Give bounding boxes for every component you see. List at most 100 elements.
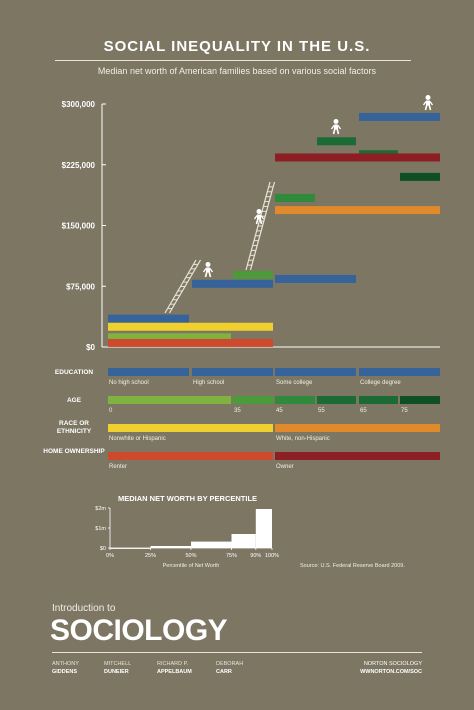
y-axis: $0 $75,000 $150,000 $225,000 $300,000	[62, 100, 440, 352]
band-1-segment-2	[275, 396, 315, 404]
bar-education-1	[192, 279, 273, 288]
band-1-segment-5	[400, 396, 440, 404]
publisher-name: NORTON SOCIOLOGY	[363, 661, 422, 667]
inset-title: MEDIAN NET WORTH BY PERCENTILE	[118, 494, 258, 503]
inset-x-tick-label: 50%	[185, 553, 196, 559]
band-0-segment-0	[108, 368, 189, 376]
factor-bands: No high school High school Some college Col…	[108, 368, 440, 470]
author-first-name: ANTHONY	[52, 661, 79, 667]
person-icon	[330, 119, 342, 135]
source-note: Source: U.S. Federal Reserve Board 2009.	[300, 563, 405, 569]
bar-education-2	[275, 274, 356, 283]
person-icon	[253, 209, 265, 225]
bar-age-0	[108, 333, 231, 342]
band-0-segment-2	[275, 368, 356, 376]
band-label-race: RACE OR ETHNICITY	[56, 420, 92, 435]
y-tick-label: $75,000	[66, 282, 95, 291]
band-2-segment-0	[108, 424, 273, 432]
band-segment-label: Renter	[109, 464, 127, 470]
bar-age-2	[275, 193, 315, 202]
band-1-segment-0	[108, 396, 231, 404]
bar-education-3	[359, 112, 440, 121]
person-icon	[202, 262, 214, 278]
inset-bar-3	[231, 534, 256, 548]
bar-race-or-ethnicity-1	[275, 206, 440, 215]
book-title: SOCIOLOGY	[50, 614, 228, 647]
author-first-name: MITCHELL	[104, 661, 132, 667]
band-1-segment-3	[317, 396, 356, 404]
inset-bar-4	[255, 509, 272, 548]
band-segment-label: 35	[234, 408, 241, 414]
chart-marks	[108, 112, 440, 347]
band-segment-label: 0	[109, 408, 113, 414]
bar-race-or-ethnicity-0	[108, 322, 273, 331]
bar-age-3	[317, 137, 356, 146]
y-tick-label: $150,000	[62, 222, 96, 231]
title-divider	[55, 60, 411, 61]
inset-y-tick-label: $2m	[95, 506, 106, 512]
publisher: NORTON SOCIOLOGY WWNORTON.COM/SOC	[360, 660, 422, 676]
band-segment-label: Nonwhite or Hispanic	[109, 436, 166, 442]
main-chart: $0 $75,000 $150,000 $225,000 $300,000	[62, 95, 440, 352]
band-segment-label: 65	[360, 408, 367, 414]
band-1-segment-4	[359, 396, 398, 404]
bar-age-5	[400, 172, 440, 181]
inset-x-tick-label: 90%	[250, 553, 261, 559]
author-last-name: GIDDENS	[52, 669, 78, 675]
band-0-segment-1	[192, 368, 273, 376]
ladder-icon	[245, 181, 276, 271]
bar-home-ownership-0	[108, 338, 273, 347]
band-segment-label: 75	[401, 408, 408, 414]
inset-x-tick-label: 25%	[145, 553, 156, 559]
band-segment-label: 45	[276, 408, 283, 414]
author-carr: DEBORAH CARR	[216, 660, 243, 676]
bar-age-1	[233, 270, 273, 279]
author-first-name: DEBORAH	[216, 661, 244, 667]
inset-x-label: Percentile of Net Worth	[163, 563, 220, 569]
y-tick-label: $225,000	[62, 161, 96, 170]
author-last-name: CARR	[216, 669, 232, 675]
band-0-segment-3	[359, 368, 440, 376]
band-3-segment-1	[275, 452, 440, 460]
band-3-segment-0	[108, 452, 273, 460]
bar-education-0	[108, 314, 189, 323]
band-segment-label: White, non-Hispanic	[276, 436, 330, 442]
y-tick-label: $300,000	[62, 100, 96, 109]
inset-x-tick-label: 0%	[106, 553, 114, 559]
author-first-name: RICHARD P.	[157, 661, 189, 667]
footer-divider	[52, 652, 422, 653]
inset-bar-2	[191, 541, 232, 548]
author-last-name: APPELBAUM	[157, 669, 192, 675]
person-icon	[422, 95, 434, 111]
inset-y-tick-label: $1m	[95, 526, 106, 532]
figures-layer	[164, 95, 434, 314]
band-label-education: EDUCATION	[54, 369, 94, 376]
inset-x-tick-label: 100%	[265, 553, 279, 559]
chart-title: SOCIAL INEQUALITY IN THE U.S.	[103, 38, 371, 55]
band-segment-label: College degree	[360, 380, 401, 386]
percentile-chart: $0 $1m $2m 0% 25% 50% 75% 90% 100% Percentile of …	[95, 506, 279, 569]
band-segment-label: High school	[193, 380, 224, 386]
band-segment-label: Some college	[276, 380, 313, 386]
bar-home-ownership-1	[275, 153, 440, 162]
book-kicker: Introduction to	[52, 603, 116, 614]
y-tick-label: $0	[86, 343, 95, 352]
band-label-age: AGE	[66, 397, 82, 404]
chart-subtitle: Median net worth of American families ba…	[97, 66, 377, 76]
band-label-home: HOME OWNERSHIP	[43, 448, 105, 455]
inset-bar-1	[150, 546, 191, 548]
publisher-website: WWNORTON.COM/SOC	[360, 669, 422, 675]
author-duneier: MITCHELL DUNEIER	[104, 660, 131, 676]
author-appelbaum: RICHARD P. APPELBAUM	[157, 660, 192, 676]
band-segment-label: 55	[318, 408, 325, 414]
band-1-segment-1	[233, 396, 273, 404]
author-last-name: DUNEIER	[104, 669, 129, 675]
ladder-icon	[164, 259, 202, 314]
author-giddens: ANTHONY GIDDENS	[52, 660, 79, 676]
band-segment-label: Owner	[276, 464, 294, 470]
inset-x-tick-label: 75%	[226, 553, 237, 559]
band-segment-label: No high school	[109, 380, 149, 386]
inset-bar-0	[110, 547, 151, 549]
band-2-segment-1	[275, 424, 440, 432]
inset-y-tick-label: $0	[100, 546, 106, 552]
